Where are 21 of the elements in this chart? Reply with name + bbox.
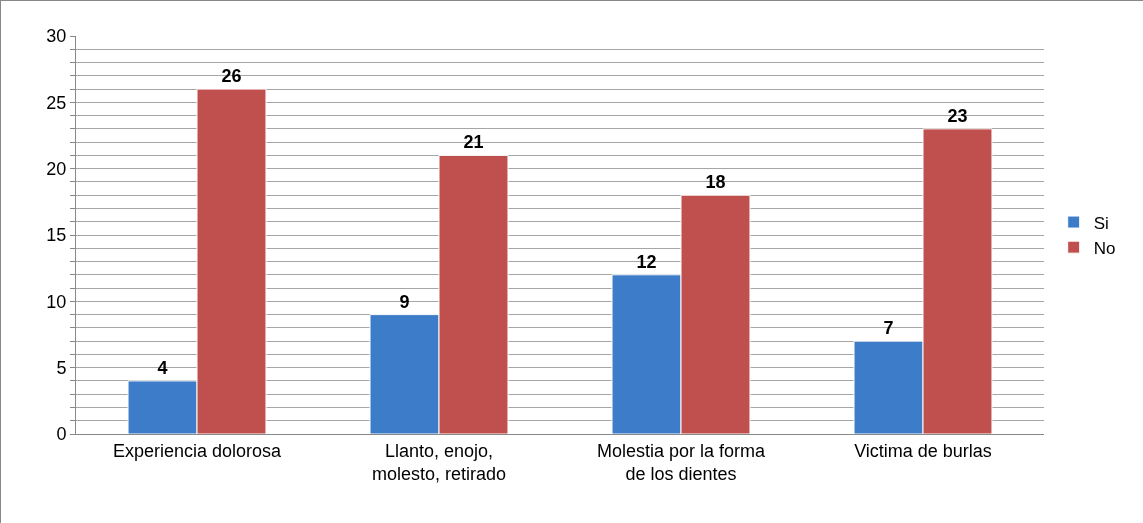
- legend-label: Si: [1093, 213, 1109, 233]
- y-tick-label: 20: [46, 158, 67, 179]
- y-tick-label: 30: [46, 26, 67, 47]
- x-tick-label: Llanto, enojo, molesto, retirado: [371, 440, 507, 484]
- y-tick-label: 10: [46, 291, 67, 312]
- data-label: 12: [636, 251, 657, 272]
- x-tick-label: Molestia por la forma de los dientes: [596, 440, 767, 484]
- data-label: 26: [221, 66, 242, 87]
- data-label: 4: [157, 357, 168, 378]
- x-tick-label: Experiencia dolorosa: [112, 440, 283, 461]
- data-label: 7: [883, 318, 894, 339]
- x-tick-label: Victima de burlas: [854, 440, 992, 461]
- y-tick-label: 25: [46, 92, 67, 113]
- data-label: 18: [705, 172, 726, 193]
- y-tick-label: 5: [56, 357, 67, 378]
- y-tick-label: 0: [56, 424, 67, 445]
- data-label: 23: [947, 105, 968, 126]
- data-label: 21: [463, 132, 484, 153]
- legend-label: No: [1093, 238, 1116, 258]
- data-label: 9: [399, 291, 410, 312]
- y-tick-label: 15: [46, 225, 67, 246]
